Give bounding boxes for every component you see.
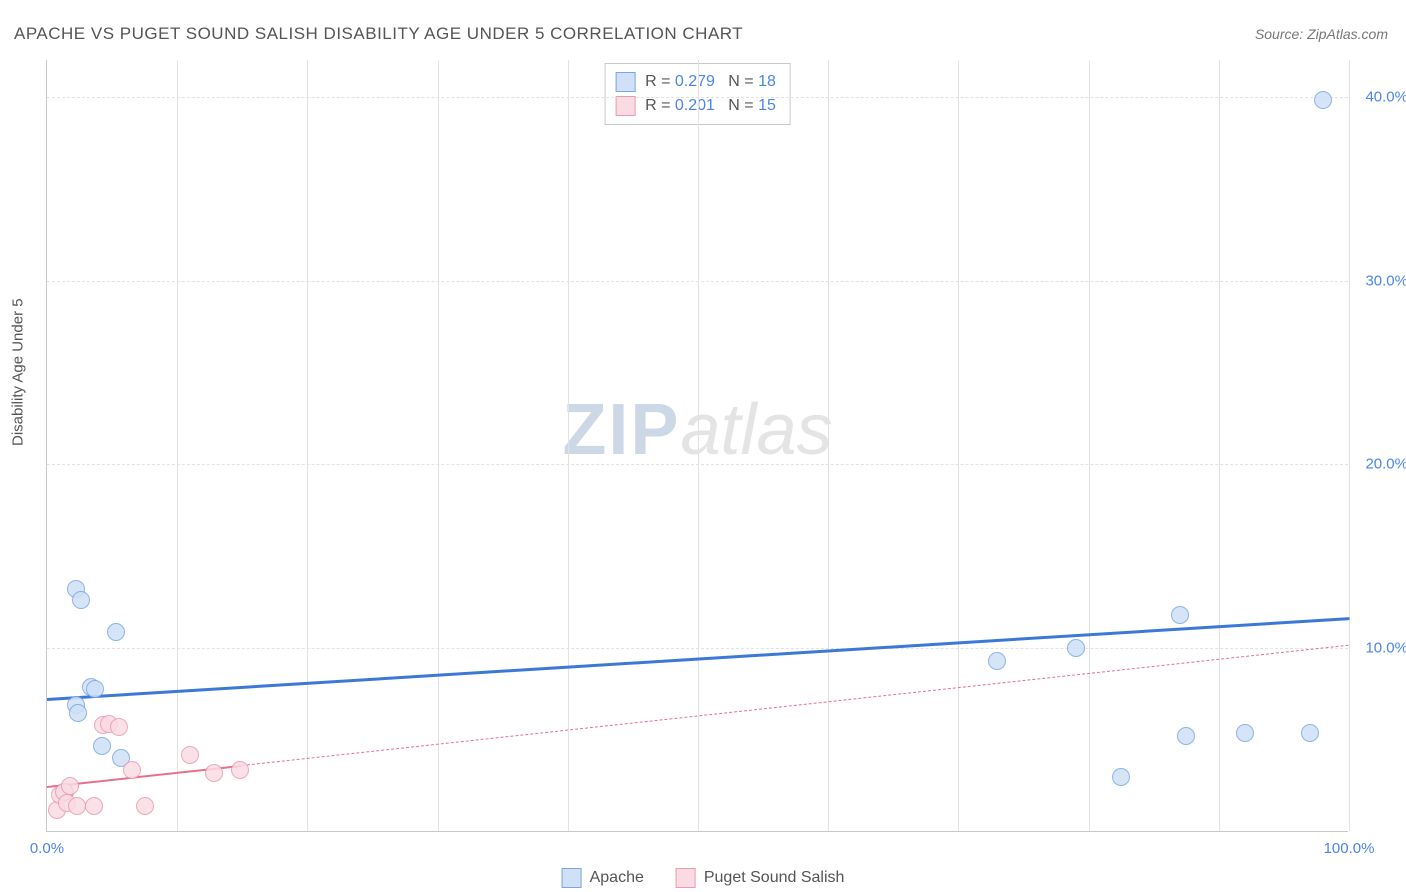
x-tick-label: 100.0% bbox=[1324, 840, 1375, 857]
data-point bbox=[93, 737, 111, 755]
trend-line bbox=[242, 645, 1349, 766]
gridline-v bbox=[958, 60, 959, 831]
data-point bbox=[107, 623, 125, 641]
stats-row: R = 0.279 N = 18 bbox=[615, 70, 776, 94]
gridline-v bbox=[828, 60, 829, 831]
data-point bbox=[1314, 91, 1332, 109]
data-point bbox=[1067, 639, 1085, 657]
series-swatch bbox=[615, 72, 635, 92]
y-axis-title: Disability Age Under 5 bbox=[10, 298, 27, 446]
gridline-v bbox=[307, 60, 308, 831]
data-point bbox=[72, 591, 90, 609]
legend-item: Apache bbox=[562, 868, 644, 888]
legend-swatch bbox=[562, 868, 582, 888]
gridline-v bbox=[1349, 60, 1350, 831]
data-point bbox=[1236, 724, 1254, 742]
data-point bbox=[86, 680, 104, 698]
legend-item: Puget Sound Salish bbox=[676, 868, 845, 888]
y-tick-label: 20.0% bbox=[1365, 456, 1406, 473]
chart-title: APACHE VS PUGET SOUND SALISH DISABILITY … bbox=[14, 24, 743, 44]
data-point bbox=[110, 718, 128, 736]
gridline-v bbox=[1219, 60, 1220, 831]
data-point bbox=[1112, 768, 1130, 786]
stats-text: R = 0.279 N = 18 bbox=[645, 70, 776, 94]
data-point bbox=[69, 704, 87, 722]
data-point bbox=[85, 797, 103, 815]
gridline-v bbox=[568, 60, 569, 831]
data-point bbox=[181, 746, 199, 764]
data-point bbox=[1301, 724, 1319, 742]
series-swatch bbox=[615, 96, 635, 116]
data-point bbox=[1171, 606, 1189, 624]
data-point bbox=[68, 797, 86, 815]
gridline-v bbox=[177, 60, 178, 831]
data-point bbox=[123, 761, 141, 779]
data-point bbox=[231, 761, 249, 779]
data-point bbox=[1177, 727, 1195, 745]
legend-label: Puget Sound Salish bbox=[704, 869, 845, 887]
series-legend: Apache Puget Sound Salish bbox=[562, 868, 845, 888]
y-tick-label: 30.0% bbox=[1365, 272, 1406, 289]
scatter-plot: ZIPatlas R = 0.279 N = 18R = 0.201 N = 1… bbox=[46, 60, 1348, 832]
legend-label: Apache bbox=[590, 869, 644, 887]
data-point bbox=[988, 652, 1006, 670]
data-point bbox=[61, 777, 79, 795]
y-tick-label: 40.0% bbox=[1365, 88, 1406, 105]
data-point bbox=[136, 797, 154, 815]
gridline-v bbox=[438, 60, 439, 831]
x-tick-label: 0.0% bbox=[30, 840, 64, 857]
source-attribution: Source: ZipAtlas.com bbox=[1255, 26, 1388, 42]
data-point bbox=[205, 764, 223, 782]
legend-swatch bbox=[676, 868, 696, 888]
y-tick-label: 10.0% bbox=[1365, 640, 1406, 657]
gridline-v bbox=[1089, 60, 1090, 831]
